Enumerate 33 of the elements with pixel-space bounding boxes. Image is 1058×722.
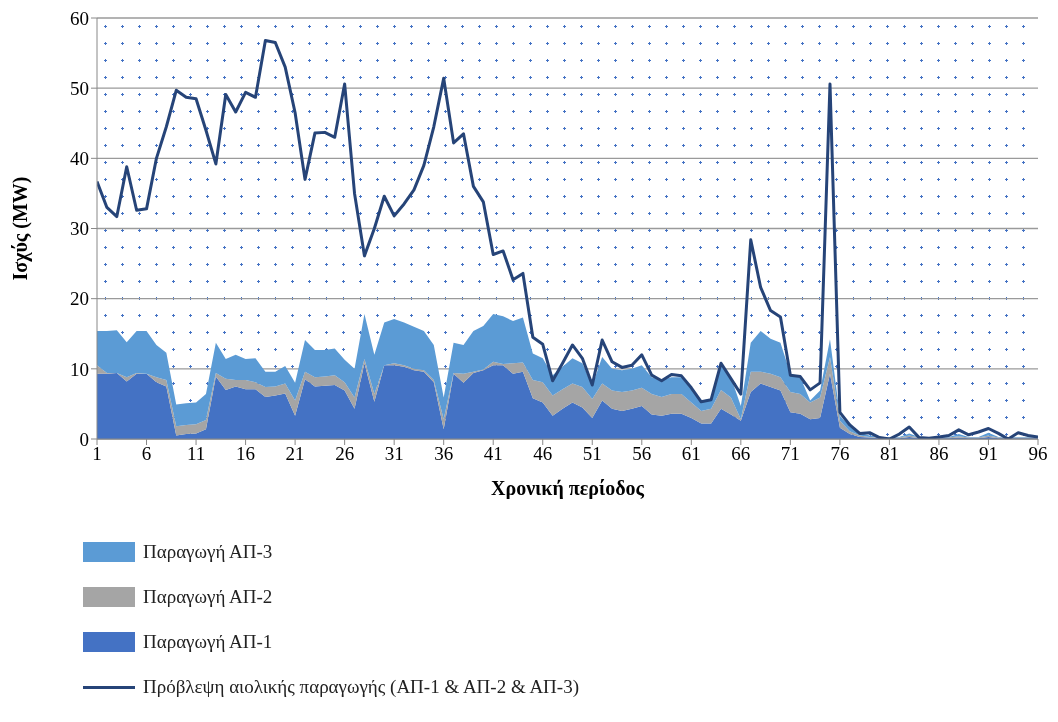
x-tick-label: 11: [186, 443, 206, 465]
x-tick-label: 56: [632, 443, 652, 465]
x-tick-label: 86: [929, 443, 949, 465]
x-tick-label: 36: [434, 443, 454, 465]
x-tick-label: 41: [483, 443, 503, 465]
x-tick-label: 76: [830, 443, 850, 465]
legend-label: Παραγωγή ΑΠ-2: [143, 586, 273, 608]
x-tick-label: 31: [384, 443, 404, 465]
y-tick-label: 60: [70, 7, 89, 29]
x-tick-label: 66: [731, 443, 751, 465]
x-tick-label: 81: [879, 443, 899, 465]
legend-label: Πρόβλεψη αιολικής παραγωγής (ΑΠ-1 & ΑΠ-2 & ΑΠ-3): [143, 676, 579, 698]
x-tick-label: 16: [236, 443, 256, 465]
x-tick-label: 1: [92, 443, 102, 465]
y-tick-label: 10: [70, 358, 89, 380]
x-tick-label: 46: [533, 443, 553, 465]
y-tick-label: 20: [70, 288, 89, 310]
y-tick-label: 40: [70, 148, 89, 170]
x-axis-title: Χρονική περίοδος: [491, 477, 645, 500]
y-axis-title: Ισχύς (MW): [9, 176, 33, 281]
legend-label: Παραγωγή ΑΠ-3: [143, 541, 273, 563]
x-tick-label: 51: [582, 443, 602, 465]
legend-label: Παραγωγή ΑΠ-1: [143, 631, 273, 653]
y-tick-label: 0: [79, 428, 89, 450]
x-tick-label: 61: [681, 443, 701, 465]
x-tick-label: 26: [335, 443, 355, 465]
x-tick-label: 6: [141, 443, 152, 465]
y-tick-label: 30: [70, 218, 89, 240]
x-tick-label: 91: [978, 443, 998, 465]
x-tick-label: 96: [1028, 443, 1048, 465]
y-tick-label: 50: [70, 77, 89, 99]
x-tick-label: 71: [780, 443, 800, 465]
x-tick-label: 21: [285, 443, 305, 465]
